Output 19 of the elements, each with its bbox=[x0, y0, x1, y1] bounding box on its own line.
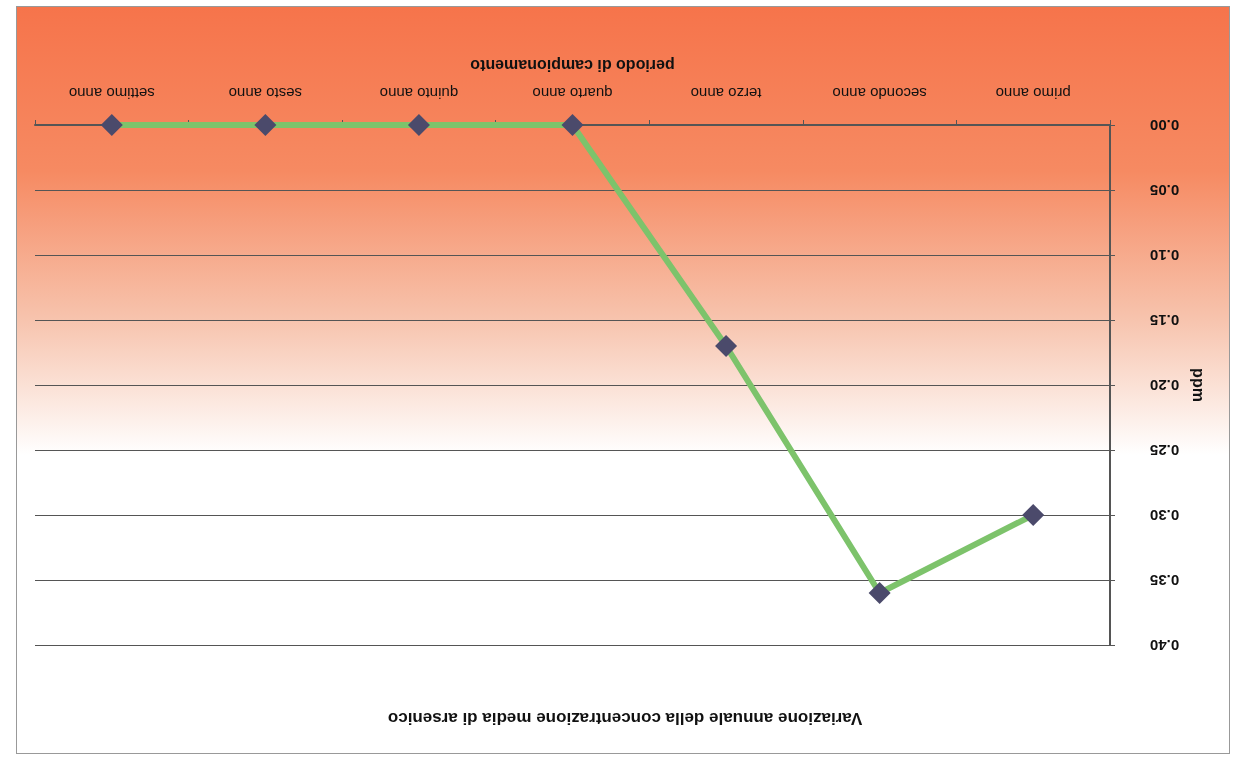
y-tick-label: 0.10 bbox=[1150, 246, 1180, 264]
y-tick-label: 0.05 bbox=[1150, 181, 1180, 199]
y-tick-label: 0.35 bbox=[1150, 571, 1180, 589]
x-tick-label: sesto anno bbox=[228, 85, 303, 102]
x-tick-label: secondo anno bbox=[832, 85, 927, 102]
x-tick-label: quinto anno bbox=[379, 85, 459, 102]
y-tick-label: 0.25 bbox=[1150, 441, 1180, 459]
y-tick-label: 0.30 bbox=[1150, 506, 1180, 524]
y-tick-label: 0.15 bbox=[1150, 311, 1180, 329]
x-axis-title: periodo di campionamento bbox=[470, 56, 675, 74]
y-axis-title: ppm bbox=[1189, 368, 1207, 402]
y-tick-label: 0.40 bbox=[1150, 636, 1180, 654]
text: Variazione annuale della concentrazione media di arsenico bbox=[387, 708, 863, 728]
x-tick-label: settimo anno bbox=[68, 85, 155, 102]
y-tick-label: 0.00 bbox=[1150, 116, 1180, 134]
x-tick-label: primo anno bbox=[995, 85, 1071, 102]
y-tick-label: 0.20 bbox=[1150, 376, 1180, 394]
x-tick-label: quarto anno bbox=[532, 85, 613, 102]
x-tick-label: terzo anno bbox=[690, 85, 762, 102]
